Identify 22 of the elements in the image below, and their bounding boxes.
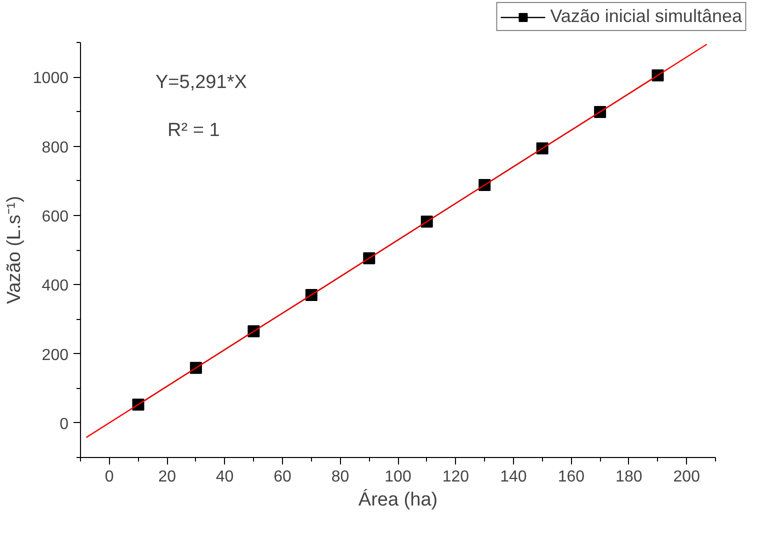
x-tick-label: 80 bbox=[331, 468, 350, 486]
x-tick-label: 40 bbox=[216, 468, 234, 486]
y-tick-label: 800 bbox=[42, 139, 69, 156]
y-tick-label: 400 bbox=[42, 278, 69, 295]
x-tick-label: 180 bbox=[616, 468, 642, 486]
x-tick-label: 160 bbox=[558, 468, 585, 486]
y-axis-title: Vazão (L.s⁻¹) bbox=[4, 196, 25, 304]
x-tick-label: 60 bbox=[274, 468, 292, 486]
x-tick-label: 140 bbox=[500, 468, 527, 486]
x-tick-label: 200 bbox=[673, 468, 700, 486]
annotation: Y=5,291*X bbox=[156, 72, 248, 93]
y-tick-label: 200 bbox=[42, 346, 69, 364]
y-tick-label: 0 bbox=[60, 416, 69, 433]
y-tick-label: 1000 bbox=[32, 70, 69, 88]
legend-label: Vazão inicial simultânea bbox=[550, 6, 742, 27]
y-tick-label: 600 bbox=[42, 208, 69, 226]
x-axis-title: Área (ha) bbox=[358, 488, 438, 510]
x-tick-label: 20 bbox=[158, 468, 176, 486]
annotation: R² = 1 bbox=[168, 120, 220, 141]
x-tick-label: 120 bbox=[442, 468, 470, 486]
x-tick-label: 100 bbox=[384, 468, 412, 486]
x-tick-label: 0 bbox=[104, 468, 114, 486]
